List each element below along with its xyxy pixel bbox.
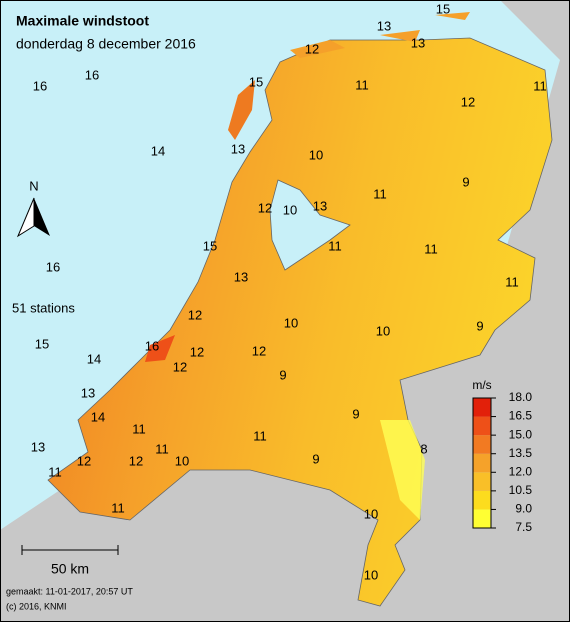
station-value: 16 [85, 67, 99, 82]
station-value: 10 [364, 506, 378, 521]
footer-made: gemaakt: 11-01-2017, 20:57 UT [6, 586, 133, 596]
station-value: 8 [420, 441, 427, 456]
station-value: 15 [203, 238, 217, 253]
station-value: 15 [436, 1, 450, 16]
station-value: 9 [462, 174, 469, 189]
legend-swatch [473, 453, 491, 473]
station-value: 9 [279, 367, 286, 382]
station-value: 15 [35, 336, 49, 351]
station-value: 11 [111, 500, 125, 515]
station-value: 10 [309, 147, 323, 162]
subtitle: donderdag 8 december 2016 [16, 36, 196, 52]
station-value: 11 [253, 428, 267, 443]
legend-unit: m/s [472, 378, 491, 392]
north-arrow [34, 198, 50, 236]
station-value: 13 [313, 198, 327, 213]
station-value: 11 [533, 78, 547, 93]
legend-tick-label: 10.5 [509, 483, 533, 497]
legend-swatch [473, 472, 491, 491]
station-count: 51 stations [12, 300, 75, 315]
legend-tick-label: 18.0 [509, 390, 533, 404]
station-value: 9 [476, 318, 483, 333]
station-value: 9 [312, 451, 319, 466]
station-value: 11 [132, 421, 146, 436]
north-label: N [29, 178, 38, 193]
legend-swatch [473, 398, 491, 417]
station-value: 10 [376, 323, 390, 338]
station-value: 10 [175, 453, 189, 468]
north-arrow-outline [16, 197, 35, 238]
station-value: 12 [461, 94, 475, 109]
wadden-islands [290, 12, 470, 58]
station-value: 16 [33, 78, 47, 93]
legend-tick-label: 12.0 [509, 464, 533, 478]
legend-tick-label: 16.5 [509, 409, 533, 423]
station-value: 11 [155, 441, 169, 456]
station-value: 13 [81, 385, 95, 400]
legend-tick-label: 13.5 [509, 446, 533, 460]
station-value: 11 [328, 238, 342, 253]
station-value: 11 [355, 77, 369, 92]
island [228, 80, 255, 140]
yellow-zone [380, 420, 425, 520]
legend-swatch [473, 490, 491, 510]
station-value: 12 [173, 359, 187, 374]
legend-swatch [473, 509, 491, 528]
station-value: 11 [48, 464, 62, 479]
station-value: 12 [305, 41, 319, 56]
station-value: 13 [377, 18, 391, 33]
station-value: 14 [87, 351, 101, 366]
legend-swatch [473, 416, 491, 436]
station-value: 10 [364, 567, 378, 582]
legend-tick-label: 15.0 [509, 427, 533, 441]
station-value: 14 [91, 409, 105, 424]
station-value: 14 [151, 143, 165, 158]
red-zone [145, 335, 175, 362]
station-value: 13 [231, 141, 245, 156]
station-value: 12 [258, 200, 272, 215]
station-value: 10 [284, 315, 298, 330]
station-value: 16 [46, 259, 60, 274]
station-value: 10 [283, 202, 297, 217]
station-value: 12 [190, 344, 204, 359]
station-value: 13 [411, 35, 425, 50]
station-value: 13 [31, 439, 45, 454]
station-value: 12 [129, 453, 143, 468]
station-value: 12 [252, 343, 266, 358]
legend-swatch [473, 435, 491, 454]
legend-tick-label: 9.0 [515, 502, 532, 516]
ijsselmeer [269, 179, 351, 271]
station-value: 9 [352, 406, 359, 421]
netherlands [47, 37, 553, 607]
station-value: 15 [249, 74, 263, 89]
station-value: 12 [188, 307, 202, 322]
legend-frame [472, 397, 492, 529]
station-value: 12 [77, 453, 91, 468]
station-value: 11 [505, 274, 519, 289]
footer-copyright: (c) 2016, KNMI [6, 601, 67, 611]
station-value: 11 [424, 241, 438, 256]
legend: 7.5 9.0 10.5 12.0 13.5 15.0 16.5 18.0 [472, 390, 533, 534]
title: Maximale windstoot [16, 13, 149, 29]
legend-tick-label: 7.5 [515, 520, 532, 534]
station-value: 11 [373, 186, 387, 201]
scale-label: 50 km [51, 561, 89, 577]
station-value: 16 [145, 338, 159, 353]
station-value: 13 [234, 269, 248, 284]
